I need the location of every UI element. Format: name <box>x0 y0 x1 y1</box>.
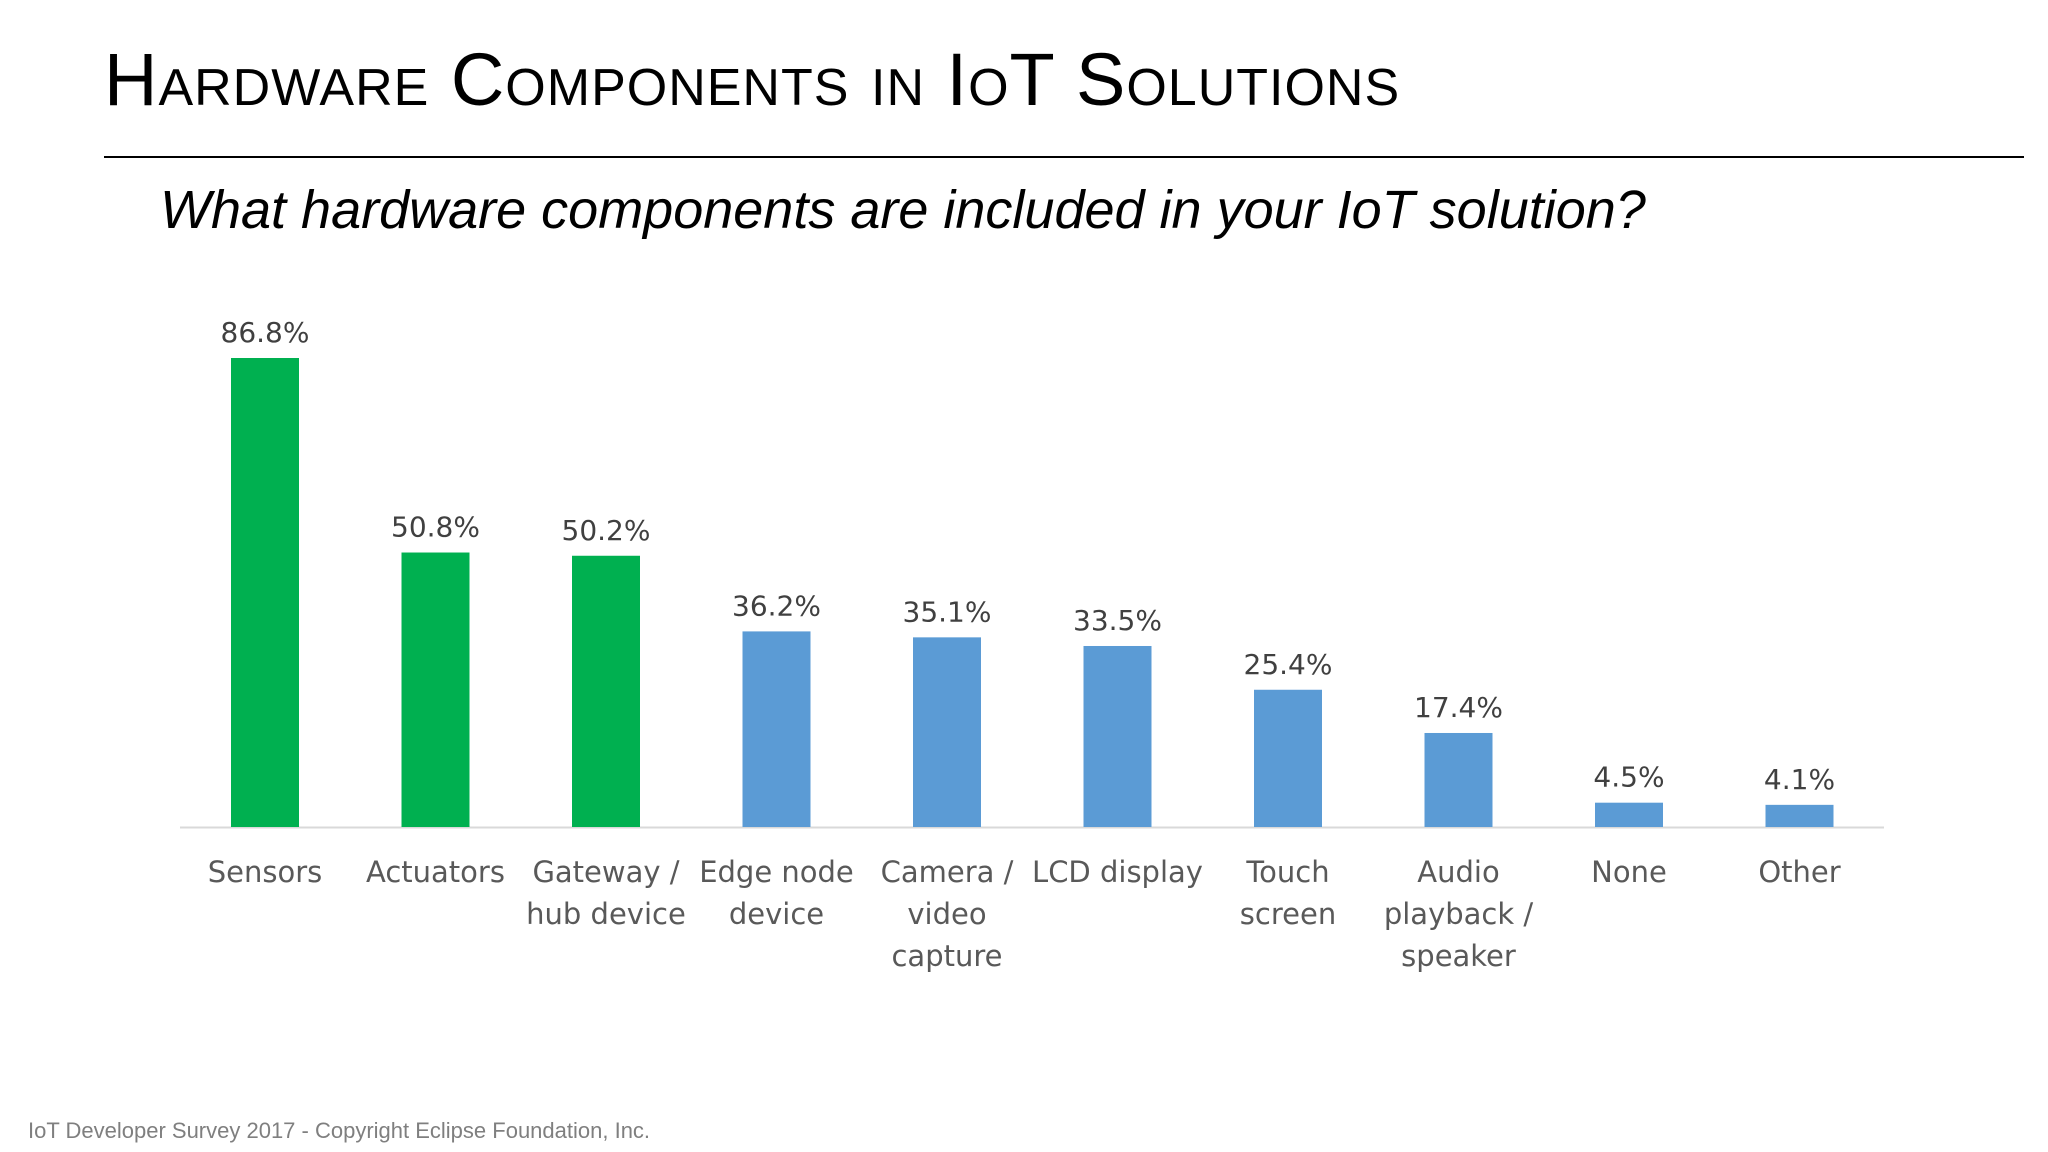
category-label: Touch <box>1245 855 1329 889</box>
data-label: 17.4% <box>1414 691 1503 724</box>
data-label: 36.2% <box>732 589 821 622</box>
data-label: 4.1% <box>1764 763 1835 796</box>
slide-subtitle: What hardware components are included in… <box>160 180 1646 240</box>
data-label: 4.5% <box>1593 761 1664 794</box>
category-label: hub device <box>526 897 686 931</box>
category-label: speaker <box>1401 939 1516 973</box>
data-label: 50.8% <box>391 511 480 544</box>
category-label: None <box>1591 855 1667 889</box>
bar <box>401 552 470 827</box>
data-label: 86.8% <box>221 316 310 349</box>
bar <box>1765 804 1834 827</box>
bar <box>231 358 299 827</box>
category-label: device <box>729 897 824 931</box>
category-label: video <box>907 897 986 931</box>
category-label: Other <box>1758 855 1840 889</box>
category-label: Camera / <box>881 855 1014 889</box>
category-label: LCD display <box>1032 855 1203 889</box>
bar <box>742 631 811 827</box>
bar <box>913 637 981 827</box>
category-label: Edge node <box>699 855 854 889</box>
title-underline <box>104 156 2024 158</box>
data-label: 35.1% <box>903 595 992 628</box>
data-label: 33.5% <box>1073 604 1162 637</box>
bar <box>1254 689 1322 827</box>
category-label: capture <box>891 939 1002 973</box>
category-label: screen <box>1240 897 1336 931</box>
data-label: 25.4% <box>1244 648 1333 681</box>
slide-title: Hardware Components in IoT Solutions <box>104 38 1401 121</box>
category-label: playback / <box>1384 897 1534 931</box>
category-label: Audio <box>1417 855 1499 889</box>
category-label: Actuators <box>366 855 505 889</box>
data-label: 50.2% <box>562 514 651 547</box>
bar <box>1083 645 1152 827</box>
category-label: Gateway / <box>532 855 679 889</box>
category-label: Sensors <box>208 855 323 889</box>
bar <box>1424 732 1493 827</box>
bar <box>572 555 640 827</box>
bar <box>1595 802 1663 827</box>
copyright-footer: IoT Developer Survey 2017 - Copyright Ec… <box>28 1118 651 1143</box>
